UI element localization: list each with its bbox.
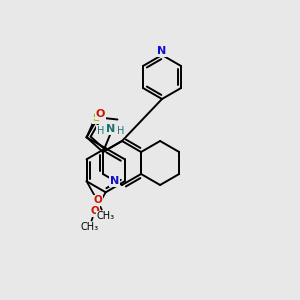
Text: H: H	[117, 126, 124, 136]
Text: O: O	[90, 206, 99, 216]
Text: N: N	[110, 176, 119, 187]
Text: O: O	[93, 195, 102, 206]
Text: O: O	[96, 109, 105, 119]
Text: N: N	[158, 46, 166, 56]
Text: H: H	[97, 126, 105, 136]
Text: N: N	[106, 124, 116, 134]
Text: S: S	[92, 113, 101, 123]
Text: CH₃: CH₃	[81, 222, 99, 233]
Text: CH₃: CH₃	[97, 212, 115, 221]
